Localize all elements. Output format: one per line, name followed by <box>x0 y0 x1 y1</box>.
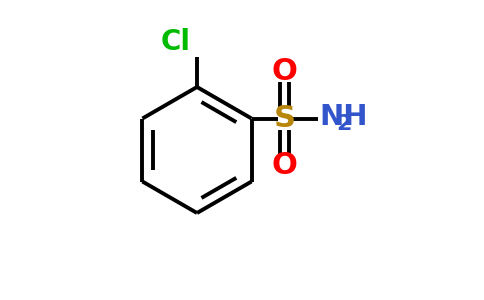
Text: O: O <box>272 58 298 86</box>
Text: 2: 2 <box>336 114 352 134</box>
Text: NH: NH <box>319 103 367 131</box>
Text: Cl: Cl <box>161 28 191 56</box>
Text: S: S <box>273 104 296 133</box>
Text: O: O <box>272 151 298 179</box>
